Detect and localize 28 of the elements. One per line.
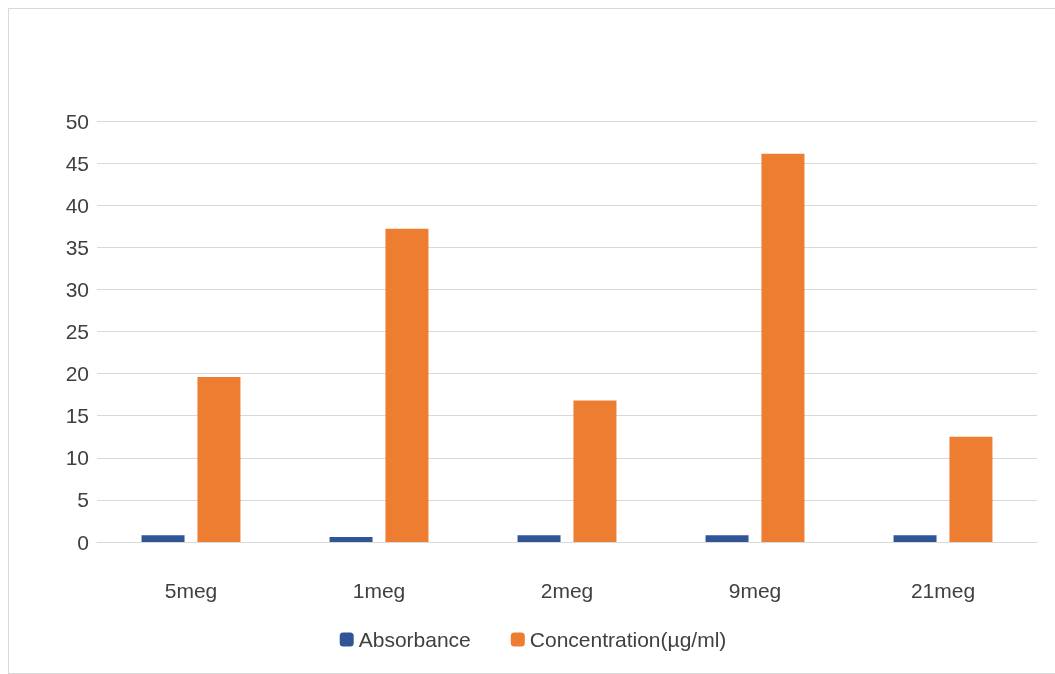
y-tick-label: 45	[65, 151, 89, 175]
x-tick-label: 5meg	[164, 579, 218, 602]
bar	[949, 436, 993, 542]
bar	[517, 535, 561, 542]
y-tick-label: 0	[77, 530, 89, 554]
y-tick-label: 35	[65, 235, 89, 259]
y-tick-label: 20	[65, 362, 89, 386]
y-tick-label: 5	[77, 488, 89, 512]
bar	[329, 536, 373, 542]
y-tick-label: 10	[65, 446, 89, 470]
bar	[385, 228, 429, 542]
x-tick-label: 2meg	[540, 579, 594, 602]
bar	[197, 376, 241, 542]
y-tick-label: 15	[65, 404, 89, 428]
bar	[893, 535, 937, 542]
y-tick-label: 40	[65, 193, 89, 217]
bar	[141, 535, 185, 542]
bar	[705, 535, 749, 542]
y-tick-label: 25	[65, 320, 89, 343]
x-tick-label: 21meg	[910, 579, 976, 602]
y-tick-label: 50	[65, 109, 89, 133]
legend-label: Absorbance	[358, 628, 471, 651]
bar	[573, 400, 617, 542]
bar	[761, 153, 805, 542]
x-tick-label: 9meg	[728, 579, 782, 602]
legend-label: Concentration(µg/ml)	[529, 628, 727, 651]
y-tick-label: 30	[65, 277, 89, 301]
x-tick-label: 1meg	[352, 579, 406, 602]
